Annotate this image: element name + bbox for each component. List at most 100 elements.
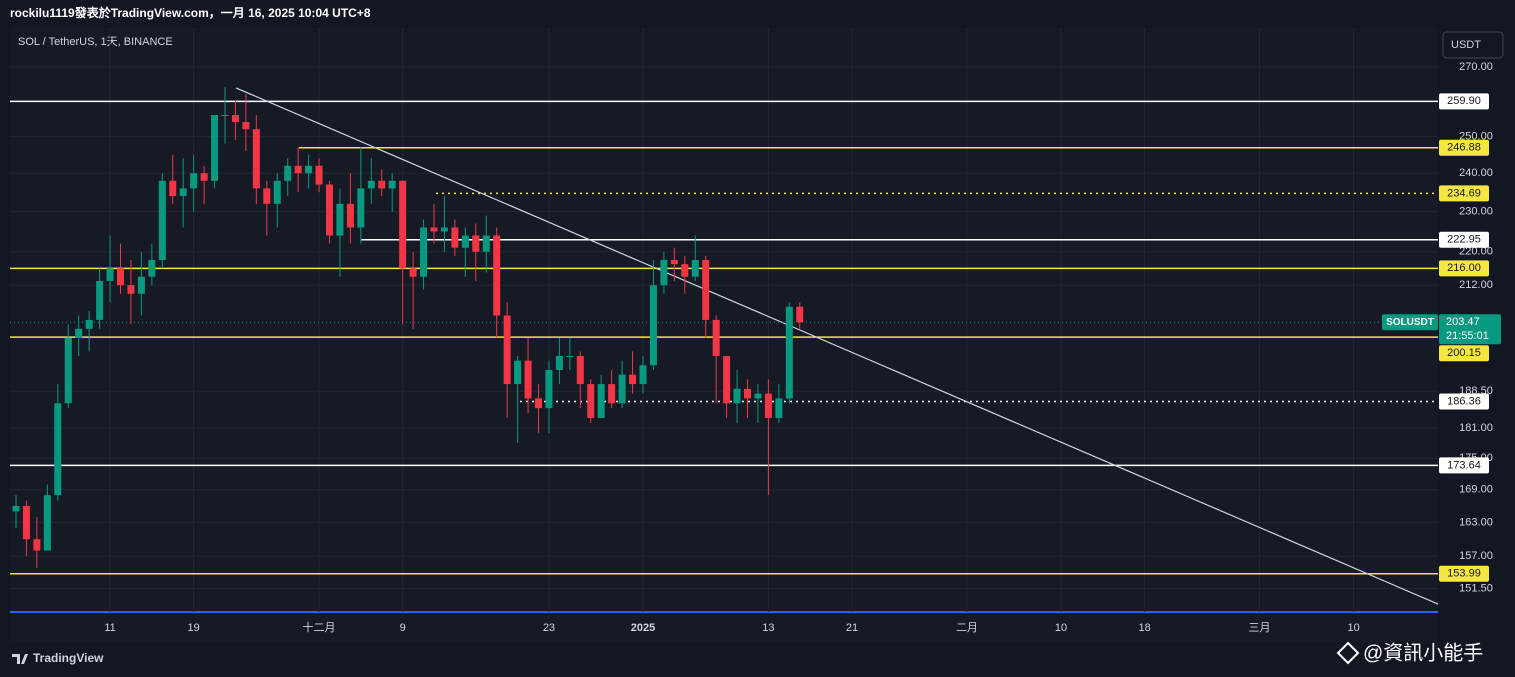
candle-body [545,369,553,409]
level-label-box [1439,345,1489,362]
candle-body [367,180,375,189]
candle-body [461,235,469,248]
y-tick-label: 230.00 [1459,206,1493,218]
x-tick-label: 21 [846,622,858,634]
x-tick-label: 18 [1138,622,1150,634]
candle-body [493,235,501,316]
level-label: 234.69 [1447,187,1481,199]
level-label-box [1439,565,1489,582]
candle-body [294,165,302,174]
candle-body [576,356,584,385]
level-label: 200.15 [1447,347,1481,359]
candle-body [566,356,574,358]
y-tick-label: 220.00 [1459,246,1493,258]
x-tick-label: 二月 [956,622,978,634]
candle-body [670,260,678,265]
x-tick-label: 23 [543,622,555,634]
candle-body [117,268,124,286]
y-tick-label: 151.50 [1459,582,1493,594]
candle-body [169,180,177,197]
candle-body [326,184,333,236]
level-label-box [1439,185,1489,202]
candle-body [420,227,428,277]
candle-body [315,165,323,185]
candle-body [702,260,710,320]
candle-body [399,180,407,269]
candle-body [608,384,616,404]
candle-body [96,280,104,320]
candle-body [472,235,480,252]
candle-body [681,264,689,277]
candle-body [200,173,208,181]
candle-body [106,268,114,281]
level-label: 173.64 [1447,459,1481,471]
candle-body [43,495,51,551]
y-tick-label: 169.00 [1459,484,1493,496]
candle-body [273,180,281,204]
candle-body [482,235,490,252]
y-tick-label: 212.00 [1459,279,1493,291]
candle-body [357,188,365,228]
x-tick-label: 10 [1055,622,1067,634]
candle-body [723,356,731,404]
level-label-box [1439,260,1489,277]
candle-body [409,268,417,277]
candle-body [284,165,292,181]
candle-body [660,260,668,286]
x-tick-label: 十二月 [303,620,336,634]
candle-body [754,393,762,399]
candle-body [796,306,804,323]
candle-body [252,129,260,189]
level-label-box [1439,231,1489,248]
y-tick-label: 163.00 [1459,516,1493,528]
candle-body [764,393,772,418]
y-tick-label: 270.00 [1459,61,1493,73]
candle-body [503,315,511,385]
candle-body [691,260,699,277]
candle-body [597,384,605,418]
candle-body [440,227,448,232]
candle-body [263,188,271,204]
candle-body [127,285,135,294]
symbol-title: SOL / TetherUS, 1天, BINANCE [18,36,173,48]
logo: TradingView [33,651,104,665]
candle-body [54,403,62,496]
x-tick-label: 2025 [631,622,655,634]
candle-body [64,337,72,404]
candle-body [378,180,386,189]
candle-body [649,285,657,366]
candle-body [85,319,93,329]
candle-body [33,539,41,551]
x-tick-label: 13 [762,622,774,634]
candle-body [535,398,542,409]
candle-body [775,398,783,418]
candle-body [148,260,156,277]
symbol-label: SOLUSDT [1386,317,1434,328]
candle-body [305,165,313,174]
trendline [235,87,1439,605]
candle-body [211,114,219,181]
candle-body [785,306,793,399]
candle-body [388,180,396,189]
currency-button[interactable] [1442,31,1504,59]
candle-body [639,365,647,385]
y-tick-label: 240.00 [1459,167,1493,179]
candle-body [22,505,30,540]
level-label: 222.95 [1447,234,1481,246]
x-tick-label: 三月 [1249,622,1271,634]
candle-body [555,356,563,370]
candle-body [451,227,459,248]
logo-icon [12,654,28,664]
candle-body [587,384,595,418]
candle-body [524,360,532,399]
watermark-icon [1336,641,1360,665]
countdown: 21:55:01 [1446,330,1489,342]
x-tick-label: 19 [188,622,200,634]
currency[interactable]: USDT [1451,39,1481,51]
last-price-label: 203.47 [1446,316,1480,328]
candle-body [179,188,187,197]
last-price-box [1439,314,1501,345]
level-label-box [1439,393,1489,410]
